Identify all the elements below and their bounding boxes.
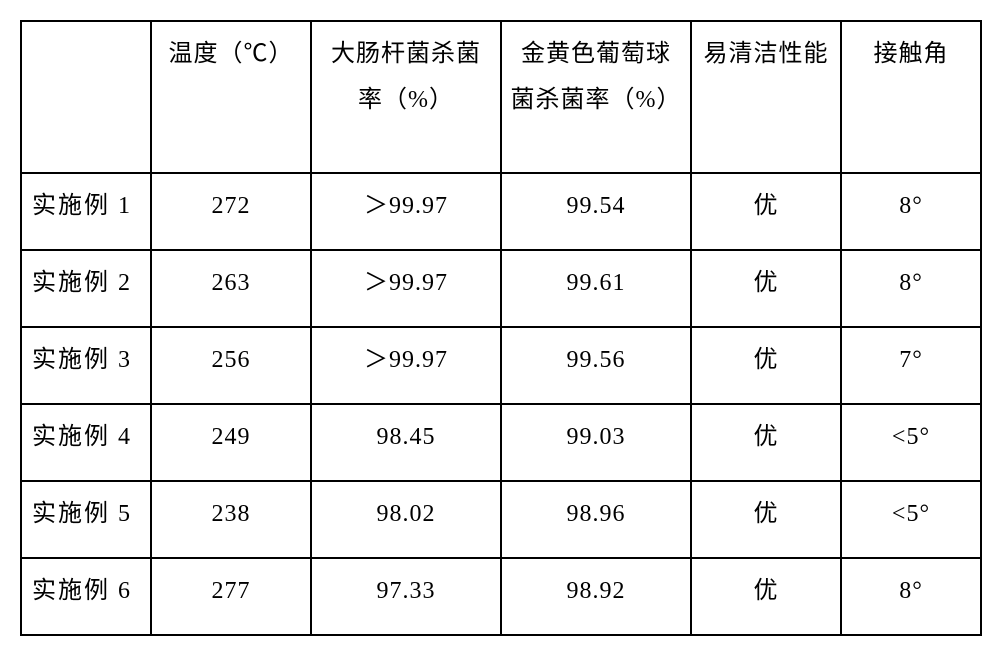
- cell-clean: 优: [691, 173, 841, 250]
- cell-clean: 优: [691, 481, 841, 558]
- cell-ecoli: 97.33: [311, 558, 501, 635]
- cell-angle: <5°: [841, 481, 981, 558]
- cell-staph: 99.61: [501, 250, 691, 327]
- cell-angle: 7°: [841, 327, 981, 404]
- cell-angle: 8°: [841, 558, 981, 635]
- cell-value: <5°: [842, 482, 980, 538]
- table-row: 实施例 6 277 97.33 98.92 优 8°: [21, 558, 981, 635]
- cell-ecoli: ＞99.97: [311, 250, 501, 327]
- header-label: 接触角: [842, 22, 980, 78]
- cell-value: 99.56: [502, 328, 690, 384]
- cell-value: 99.03: [502, 405, 690, 461]
- cell-value: 优: [692, 559, 840, 615]
- cell-value: ＞99.97: [312, 328, 500, 384]
- cell-value: 8°: [842, 251, 980, 307]
- header-cell-clean: 易清洁性能: [691, 21, 841, 173]
- cell-value: 98.96: [502, 482, 690, 538]
- cell-clean: 优: [691, 250, 841, 327]
- cell-value: 优: [692, 251, 840, 307]
- cell-angle: 8°: [841, 173, 981, 250]
- table-header-row: 温度（℃） 大肠杆菌杀菌率（%） 金黄色葡萄球菌杀菌率（%） 易清洁性能 接触角: [21, 21, 981, 173]
- cell-label: 实施例 5: [21, 481, 151, 558]
- cell-value: 实施例 5: [22, 482, 150, 538]
- cell-clean: 优: [691, 404, 841, 481]
- cell-staph: 98.96: [501, 481, 691, 558]
- table-row: 实施例 2 263 ＞99.97 99.61 优 8°: [21, 250, 981, 327]
- cell-value: 238: [152, 482, 310, 538]
- header-cell-staph: 金黄色葡萄球菌杀菌率（%）: [501, 21, 691, 173]
- header-label: 大肠杆菌杀菌率（%）: [312, 22, 500, 123]
- cell-label: 实施例 2: [21, 250, 151, 327]
- cell-value: 实施例 1: [22, 174, 150, 230]
- header-cell-angle: 接触角: [841, 21, 981, 173]
- cell-temp: 238: [151, 481, 311, 558]
- cell-label: 实施例 6: [21, 558, 151, 635]
- cell-ecoli: ＞99.97: [311, 173, 501, 250]
- cell-ecoli: 98.45: [311, 404, 501, 481]
- cell-value: 256: [152, 328, 310, 384]
- cell-value: 249: [152, 405, 310, 461]
- cell-staph: 99.54: [501, 173, 691, 250]
- cell-label: 实施例 4: [21, 404, 151, 481]
- cell-value: 实施例 3: [22, 328, 150, 384]
- header-cell-temp: 温度（℃）: [151, 21, 311, 173]
- header-label: [22, 22, 150, 32]
- cell-value: 8°: [842, 559, 980, 615]
- cell-temp: 272: [151, 173, 311, 250]
- table-row: 实施例 4 249 98.45 99.03 优 <5°: [21, 404, 981, 481]
- cell-value: 272: [152, 174, 310, 230]
- header-label: 温度（℃）: [152, 22, 310, 78]
- cell-ecoli: 98.02: [311, 481, 501, 558]
- cell-value: 98.45: [312, 405, 500, 461]
- data-table: 温度（℃） 大肠杆菌杀菌率（%） 金黄色葡萄球菌杀菌率（%） 易清洁性能 接触角…: [20, 20, 982, 636]
- cell-value: 99.54: [502, 174, 690, 230]
- data-table-container: 温度（℃） 大肠杆菌杀菌率（%） 金黄色葡萄球菌杀菌率（%） 易清洁性能 接触角…: [20, 20, 980, 636]
- cell-value: ＞99.97: [312, 251, 500, 307]
- cell-staph: 98.92: [501, 558, 691, 635]
- cell-value: 实施例 6: [22, 559, 150, 615]
- table-row: 实施例 5 238 98.02 98.96 优 <5°: [21, 481, 981, 558]
- cell-value: 实施例 2: [22, 251, 150, 307]
- cell-value: 优: [692, 405, 840, 461]
- cell-temp: 277: [151, 558, 311, 635]
- header-label: 金黄色葡萄球菌杀菌率（%）: [502, 22, 690, 123]
- cell-value: 7°: [842, 328, 980, 384]
- cell-value: ＞99.97: [312, 174, 500, 230]
- cell-value: 98.92: [502, 559, 690, 615]
- cell-value: 99.61: [502, 251, 690, 307]
- header-cell-blank: [21, 21, 151, 173]
- cell-clean: 优: [691, 327, 841, 404]
- cell-value: 97.33: [312, 559, 500, 615]
- cell-staph: 99.03: [501, 404, 691, 481]
- cell-value: 实施例 4: [22, 405, 150, 461]
- cell-ecoli: ＞99.97: [311, 327, 501, 404]
- cell-angle: <5°: [841, 404, 981, 481]
- cell-temp: 249: [151, 404, 311, 481]
- cell-value: 8°: [842, 174, 980, 230]
- cell-temp: 256: [151, 327, 311, 404]
- cell-angle: 8°: [841, 250, 981, 327]
- cell-value: 263: [152, 251, 310, 307]
- cell-temp: 263: [151, 250, 311, 327]
- cell-value: 优: [692, 482, 840, 538]
- cell-value: 98.02: [312, 482, 500, 538]
- cell-value: 277: [152, 559, 310, 615]
- table-row: 实施例 1 272 ＞99.97 99.54 优 8°: [21, 173, 981, 250]
- cell-clean: 优: [691, 558, 841, 635]
- cell-value: <5°: [842, 405, 980, 461]
- cell-value: 优: [692, 328, 840, 384]
- cell-value: 优: [692, 174, 840, 230]
- header-cell-ecoli: 大肠杆菌杀菌率（%）: [311, 21, 501, 173]
- table-row: 实施例 3 256 ＞99.97 99.56 优 7°: [21, 327, 981, 404]
- cell-staph: 99.56: [501, 327, 691, 404]
- header-label: 易清洁性能: [692, 22, 840, 78]
- cell-label: 实施例 1: [21, 173, 151, 250]
- cell-label: 实施例 3: [21, 327, 151, 404]
